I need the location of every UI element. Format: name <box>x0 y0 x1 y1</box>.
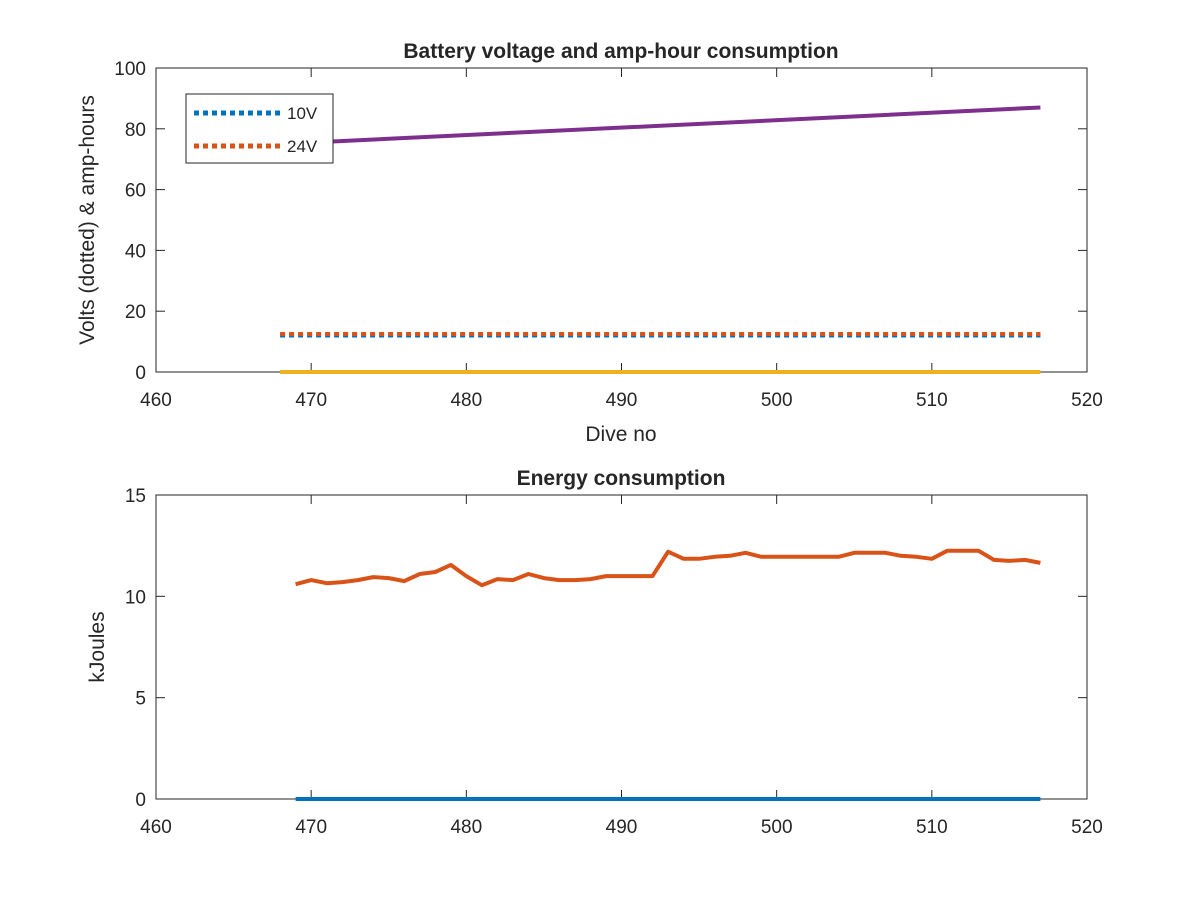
y-axis-label: kJoules <box>86 611 109 682</box>
x-tick-label: 480 <box>450 390 482 411</box>
x-tick-label: 500 <box>761 817 793 838</box>
y-tick-label: 20 <box>125 302 146 323</box>
y-tick-label: 10 <box>125 587 146 608</box>
y-tick-label: 100 <box>114 59 146 80</box>
y-tick-label: 0 <box>135 363 146 384</box>
y-tick-label: 80 <box>125 120 146 141</box>
series-layer <box>280 105 1041 374</box>
y-tick-label: 5 <box>135 689 146 710</box>
y-tick-label: 40 <box>125 241 146 262</box>
y-tick-label: 15 <box>125 486 146 507</box>
x-tick-label: 520 <box>1071 817 1103 838</box>
x-tick-label: 510 <box>916 390 948 411</box>
axis-ticks: 460 470 480 490 500 510 520 0 20 40 60 80 100 <box>114 59 1103 411</box>
series-line-series-1 <box>295 548 1041 588</box>
y-tick-label: 0 <box>135 790 146 811</box>
chart-title: Energy consumption <box>517 467 726 490</box>
x-tick-label: 480 <box>450 817 482 838</box>
voltage-chart: 460 470 480 490 500 510 520 0 20 40 60 80 100 Batter… <box>76 40 1103 446</box>
series-layer <box>295 548 1041 801</box>
legend-box <box>185 93 334 164</box>
x-tick-label: 460 <box>140 390 172 411</box>
y-tick-label: 60 <box>125 181 146 202</box>
legend-label-24v: 24V <box>287 137 318 156</box>
x-tick-label: 470 <box>295 817 327 838</box>
x-axis-label: Dive no <box>585 423 656 446</box>
x-tick-label: 490 <box>606 390 638 411</box>
x-tick-label: 520 <box>1071 390 1103 411</box>
legend: 10V 24V <box>185 93 334 164</box>
x-tick-label: 460 <box>140 817 172 838</box>
chart-title: Battery voltage and amp-hour consumption <box>403 40 838 63</box>
legend-label-10v: 10V <box>287 104 318 123</box>
y-axis-label: Volts (dotted) & amp-hours <box>76 95 99 345</box>
x-tick-label: 490 <box>606 817 638 838</box>
x-tick-label: 500 <box>761 390 793 411</box>
x-tick-label: 470 <box>295 390 327 411</box>
x-tick-label: 510 <box>916 817 948 838</box>
series-line-series-3 <box>280 105 1041 146</box>
plot-area <box>155 494 1088 800</box>
